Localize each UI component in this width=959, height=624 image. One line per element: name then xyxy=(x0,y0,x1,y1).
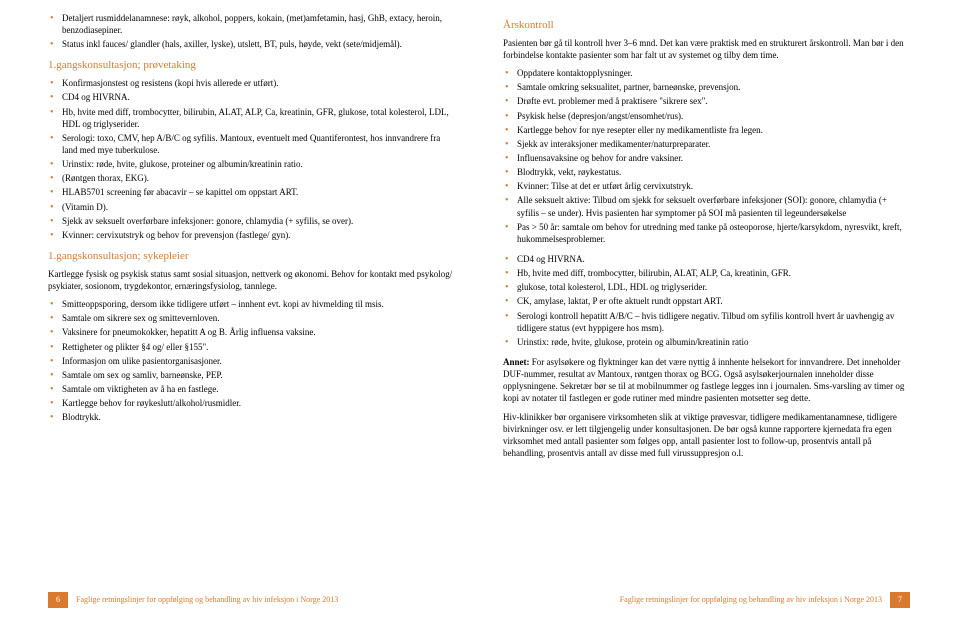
list-item: Status inkl fauces/ glandler (hals, axil… xyxy=(62,38,455,50)
list-item: Kvinner: cervixutstryk og behov for prev… xyxy=(62,229,455,241)
list-item: Vaksinere for pneumokokker, hepatitt A o… xyxy=(62,326,455,338)
list-item: Psykisk helse (depresjon/angst/ensomhet/… xyxy=(517,110,910,122)
right-para2: Hiv-klinikker bør organisere virksomhete… xyxy=(503,411,910,460)
right-list-1: Oppdatere kontaktopplysninger. Samtale o… xyxy=(503,67,910,245)
list-item: Sjekk av interaksjoner medikamenter/natu… xyxy=(517,138,910,150)
list-item: Influensavaksine og behov for andre vaks… xyxy=(517,152,910,164)
list-item: Serologi: toxo, CMV, hep A/B/C og syfili… xyxy=(62,132,455,156)
list-item: Urinstix: røde, hvite, glukose, proteine… xyxy=(62,158,455,170)
left-list-2: Smitteoppsporing, dersom ikke tidligere … xyxy=(48,298,455,423)
list-item: Urinstix: røde, hvite, glukose, protein … xyxy=(517,336,910,348)
list-item: glukose, total kolesterol, LDL, HDL og t… xyxy=(517,281,910,293)
list-item: (Vitamin D). xyxy=(62,201,455,213)
list-item: Kartlegge behov for nye resepter eller n… xyxy=(517,124,910,136)
right-list-2: CD4 og HIVRNA. Hb, hvite med diff, tromb… xyxy=(503,253,910,348)
list-item: Serologi kontroll hepatitt A/B/C – hvis … xyxy=(517,310,910,334)
footer-title: Faglige retningslinjer for oppfølging og… xyxy=(620,595,882,606)
left-top-list: Detaljert rusmiddelanamnese: røyk, alkoh… xyxy=(48,12,455,50)
list-item: (Røntgen thorax, EKG). xyxy=(62,172,455,184)
list-item: Samtale omkring seksualitet, partner, ba… xyxy=(517,81,910,93)
list-item: Drøfte evt. problemer med å praktisere "… xyxy=(517,95,910,107)
list-item: Kartlegge behov for røykeslutt/alkohol/r… xyxy=(62,397,455,409)
list-item: Samtale om viktigheten av å ha en fastle… xyxy=(62,383,455,395)
note-label: Annet: xyxy=(503,357,530,367)
left-list-1: Konfirmasjonstest og resistens (kopi hvi… xyxy=(48,77,455,241)
right-note: Annet: For asylsøkere og flyktninger kan… xyxy=(503,356,910,405)
footer-title: Faglige retningslinjer for oppfølging og… xyxy=(76,595,338,606)
right-heading-1: Årskontroll xyxy=(503,18,910,33)
list-item: Pas > 50 år: samtale om behov for utredn… xyxy=(517,221,910,245)
list-item: Detaljert rusmiddelanamnese: røyk, alkoh… xyxy=(62,12,455,36)
footer-left: 6 Faglige retningslinjer for oppfølging … xyxy=(0,592,479,608)
list-item: Samtale om sex og samliv, barneønske, PE… xyxy=(62,369,455,381)
list-item: Informasjon om ulike pasientorganisasjon… xyxy=(62,355,455,367)
footer-right: Faglige retningslinjer for oppfølging og… xyxy=(479,592,958,608)
list-item: CD4 og HIVRNA. xyxy=(517,253,910,265)
list-item: Oppdatere kontaktopplysninger. xyxy=(517,67,910,79)
page-number: 7 xyxy=(890,592,910,608)
left-heading-1: 1.gangskonsultasjon; prøvetaking xyxy=(48,58,455,73)
page-right: Årskontroll Pasienten bør gå til kontrol… xyxy=(479,0,958,624)
list-item: Alle seksuelt aktive: Tilbud om sjekk fo… xyxy=(517,194,910,218)
list-item: Sjekk av seksuelt overførbare infeksjone… xyxy=(62,215,455,227)
list-item: CK, amylase, laktat, P er ofte aktuelt r… xyxy=(517,295,910,307)
list-item: Konfirmasjonstest og resistens (kopi hvi… xyxy=(62,77,455,89)
right-intro-1: Pasienten bør gå til kontroll hver 3–6 m… xyxy=(503,37,910,61)
list-item: Smitteoppsporing, dersom ikke tidligere … xyxy=(62,298,455,310)
list-item: Blodtrykk, vekt, røykestatus. xyxy=(517,166,910,178)
list-item: Kvinner: Tilse at det er utført årlig ce… xyxy=(517,180,910,192)
page-number: 6 xyxy=(48,592,68,608)
list-item: Hb, hvite med diff, trombocytter, biliru… xyxy=(517,267,910,279)
list-item: Hb, hvite med diff, trombocytter, biliru… xyxy=(62,106,455,130)
list-item: CD4 og HIVRNA. xyxy=(62,91,455,103)
left-intro-2: Kartlegge fysisk og psykisk status samt … xyxy=(48,268,455,292)
page-left: Detaljert rusmiddelanamnese: røyk, alkoh… xyxy=(0,0,479,624)
list-item: Samtale om sikrere sex og smittevernlove… xyxy=(62,312,455,324)
list-item: HLAB5701 screening før abacavir – se kap… xyxy=(62,186,455,198)
list-item: Blodtrykk. xyxy=(62,411,455,423)
list-item: Rettigheter og plikter §4 og/ eller §155… xyxy=(62,341,455,353)
left-heading-2: 1.gangskonsultasjon; sykepleier xyxy=(48,249,455,264)
note-body: For asylsøkere og flyktninger kan det væ… xyxy=(503,357,904,403)
